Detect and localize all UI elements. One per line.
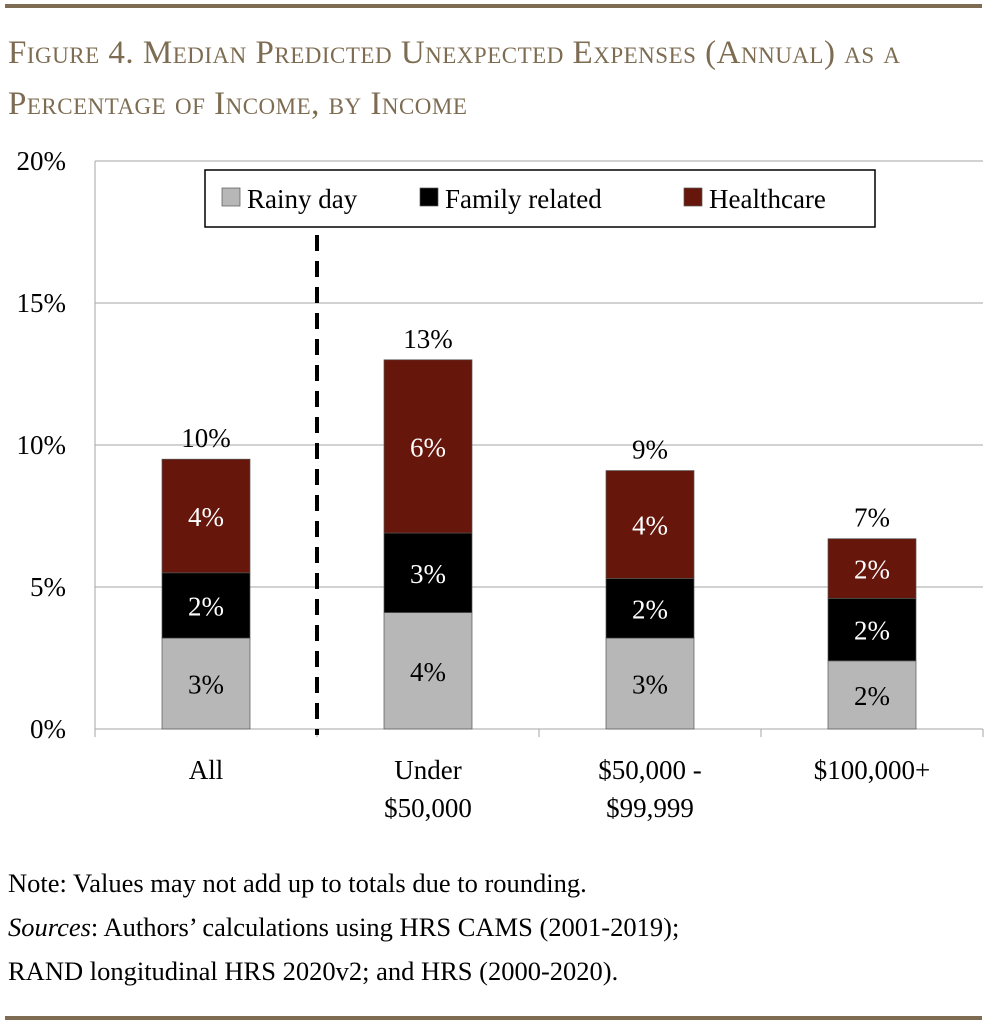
legend-label: Family related — [445, 184, 602, 214]
bar-segment — [161, 458, 251, 574]
data-label: 4% — [410, 657, 446, 687]
bar-segment — [827, 538, 917, 599]
data-label: 3% — [410, 559, 446, 589]
data-label: 2% — [854, 681, 890, 711]
y-tick-label: 15% — [17, 288, 67, 318]
y-tick-label: 0% — [30, 714, 66, 744]
bar-segment — [383, 359, 473, 534]
bar-segment — [161, 572, 251, 639]
x-tick-label: Under — [394, 755, 461, 785]
total-label: 9% — [632, 435, 668, 465]
x-tick-label: All — [189, 755, 224, 785]
legend-label: Rainy day — [247, 184, 358, 214]
x-tick-label: $99,999 — [606, 793, 694, 823]
x-tick-label: $50,000 — [384, 793, 472, 823]
y-tick-label: 5% — [30, 572, 66, 602]
data-label: 2% — [632, 594, 668, 624]
data-label: 2% — [854, 616, 890, 646]
bar-segment — [605, 637, 695, 730]
legend-label: Healthcare — [709, 184, 826, 214]
data-label: 4% — [632, 511, 668, 541]
bar-segment — [827, 660, 917, 730]
data-label: 3% — [632, 670, 668, 700]
data-label: 3% — [188, 670, 224, 700]
sources-label: Sources — [8, 912, 91, 942]
legend-swatch — [683, 187, 703, 207]
stacked-bar-chart: 0% 5% 10% 15% 20% 3% 2% 4% 10% All 4% 3% 6% 13% Under $… — [17, 146, 984, 823]
bottom-rule — [5, 1016, 982, 1020]
total-label: 10% — [181, 423, 231, 453]
bar-segment — [605, 470, 695, 579]
total-label: 7% — [854, 503, 890, 533]
x-tick-label: $100,000+ — [814, 755, 930, 785]
top-rule — [5, 4, 982, 8]
sources-body: : Authors’ calculations using HRS CAMS (… — [90, 912, 680, 942]
total-label: 13% — [403, 324, 453, 354]
bar-segment — [605, 578, 695, 639]
legend-box — [204, 169, 876, 228]
data-label: 2% — [854, 555, 890, 585]
x-tick-label: $50,000 - — [598, 755, 702, 785]
data-label: 6% — [410, 432, 446, 462]
legend-swatch — [221, 187, 241, 207]
bar-segment — [827, 598, 917, 662]
y-tick-label: 20% — [17, 146, 67, 176]
note-text: Note: Values may not add up to totals du… — [8, 868, 587, 898]
bar-segment — [383, 532, 473, 613]
sources-text: Sources: Authors’ calculations using HRS… — [8, 912, 679, 943]
bar-segment — [161, 637, 251, 730]
chart-title: Figure 4. Median Predicted Unexpected Ex… — [8, 35, 901, 122]
legend-swatch — [419, 187, 439, 207]
y-tick-label: 10% — [17, 430, 67, 460]
data-label: 4% — [188, 502, 224, 532]
data-label: 2% — [188, 591, 224, 621]
sources-text-2: RAND longitudinal HRS 2020v2; and HRS (2… — [8, 956, 619, 986]
